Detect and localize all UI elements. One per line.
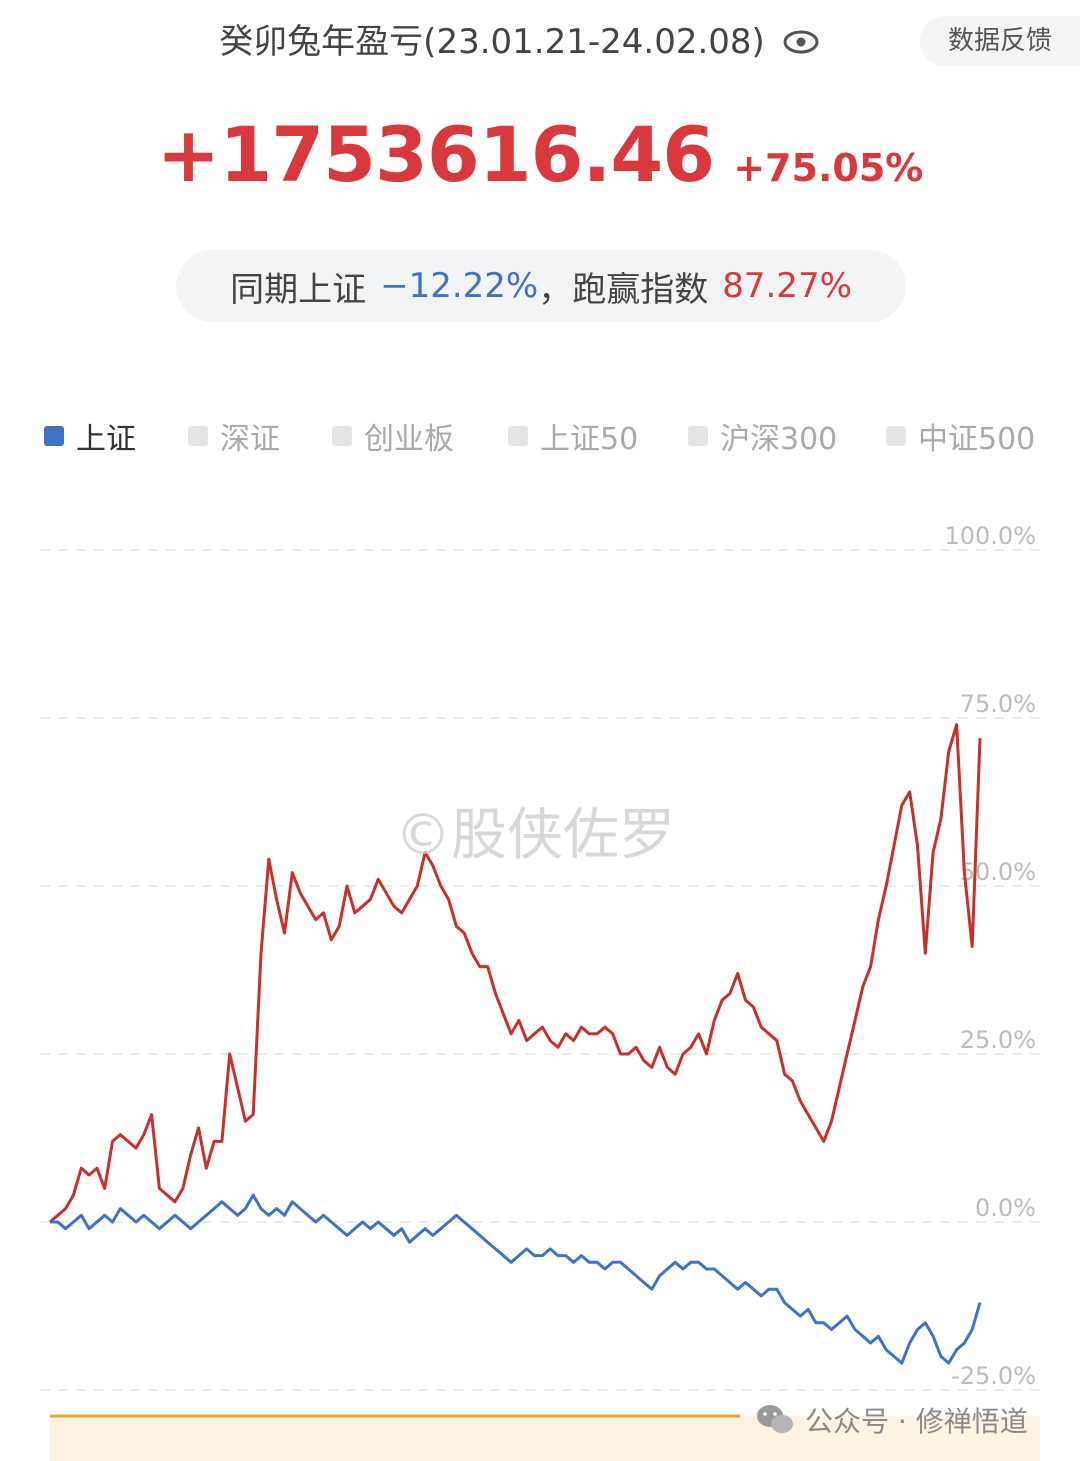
chart-title: 癸卯兔年盈亏(23.01.21-24.02.08) [0, 14, 900, 63]
compare-prefix: 同期上证 [230, 269, 367, 310]
outperform-value: 87.27% [722, 266, 852, 306]
legend-label: 深证 [220, 422, 280, 457]
data-feedback-button[interactable]: 数据反馈 [920, 16, 1080, 66]
index-comparison: 同期上证 −12.22% ，跑赢指数 87.27% [176, 250, 906, 322]
y-tick-label: 25.0% [960, 1026, 1036, 1054]
legend-item-csi300[interactable]: 沪深300 [688, 414, 837, 458]
portfolio-line [49, 723, 982, 1224]
watermark: ©股侠佐罗 [395, 803, 675, 868]
legend-item-shenzhen[interactable]: 深证 [188, 414, 280, 458]
eye-icon[interactable] [781, 25, 821, 53]
wechat-footer: 公众号 · 修禅悟道 [755, 1400, 1028, 1440]
volume-strip [50, 1416, 1040, 1461]
y-tick-label: 100.0% [944, 522, 1036, 550]
line-chart: 100.0% 75.0% 50.0% 25.0% 0.0% -25.0% [40, 522, 1040, 1461]
legend-label: 上证50 [540, 422, 639, 457]
legend-item-shanghai[interactable]: 上证 [44, 414, 136, 458]
wechat-label: 公众号 · 修禅悟道 [805, 1405, 1028, 1438]
legend-item-sse50[interactable]: 上证50 [508, 414, 638, 458]
legend-swatch [188, 426, 208, 446]
pnl-percent: +75.05% [733, 146, 924, 190]
legend-label: 沪深300 [720, 422, 838, 457]
y-tick-label: 0.0% [975, 1194, 1036, 1222]
y-tick-label: 50.0% [960, 858, 1036, 886]
compare-mid: ，跑赢指数 [538, 269, 709, 310]
legend-item-csi500[interactable]: 中证500 [886, 414, 1035, 458]
legend-label: 创业板 [364, 422, 454, 457]
legend-label: 中证500 [918, 422, 1036, 457]
index-return: −12.22% [380, 266, 539, 306]
wechat-icon [755, 1403, 795, 1437]
legend-swatch [332, 426, 352, 446]
legend-swatch [44, 426, 64, 446]
legend: 上证 深证 创业板 上证50 沪深300 中证500 [0, 414, 1080, 458]
title-text: 癸卯兔年盈亏(23.01.21-24.02.08) [219, 22, 765, 62]
pnl-value: +1753616.46 [156, 110, 715, 199]
y-tick-label: 75.0% [960, 690, 1036, 718]
legend-swatch [508, 426, 528, 446]
pnl-summary: +1753616.46 +75.05% [0, 110, 1080, 199]
index-line [50, 1193, 982, 1365]
y-tick-label: -25.0% [951, 1362, 1036, 1390]
legend-item-chinext[interactable]: 创业板 [332, 414, 454, 458]
legend-swatch [688, 426, 708, 446]
legend-swatch [886, 426, 906, 446]
legend-label: 上证 [76, 422, 136, 457]
